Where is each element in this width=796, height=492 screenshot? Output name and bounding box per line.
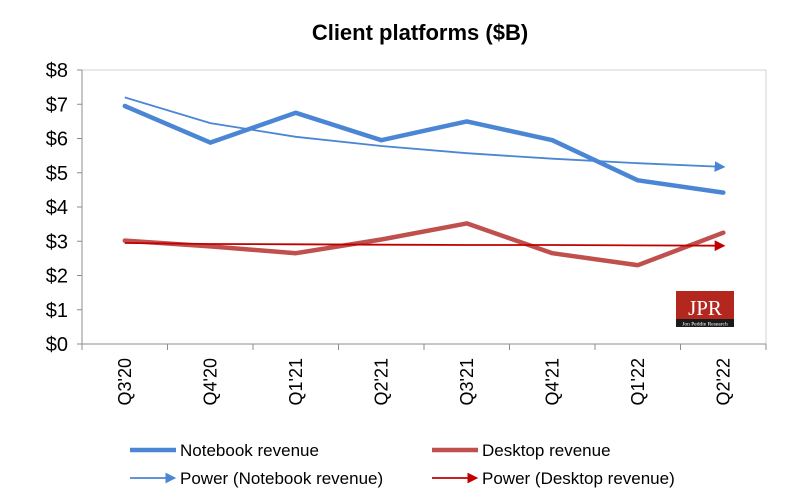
logo-text: JPR [688,296,722,320]
legend: Notebook revenue Desktop revenue Power (No… [130,441,675,488]
y-tick-label: $2 [46,266,68,288]
y-tick-label: $5 [46,163,68,185]
legend-label: Power (Desktop revenue) [482,469,675,488]
x-tick-label: Q1'21 [286,358,306,405]
y-tick-label: $6 [46,129,68,151]
x-tick-label: Q3'21 [457,358,477,405]
legend-label: Notebook revenue [180,441,319,460]
x-tick-label: Q4'20 [200,358,220,405]
logo-subtitle: Jon Peddie Research [682,322,728,328]
jpr-logo: JPR Jon Peddie Research [676,291,734,328]
y-tick-label: $8 [46,60,68,82]
y-tick-label: $4 [46,197,68,219]
x-tick-label: Q2'22 [713,358,733,405]
series-power-desktop-revenue [124,240,726,252]
series-desktop-revenue [122,221,726,268]
y-tick-label: $1 [46,300,68,322]
series-power-notebook-revenue [124,96,726,172]
x-tick-label: Q4'21 [542,358,562,405]
y-tick-label: $3 [46,231,68,253]
y-tick-label: $0 [46,334,68,356]
x-tick-label: Q1'22 [628,358,648,405]
legend-label: Power (Notebook revenue) [180,469,383,488]
legend-label: Desktop revenue [482,441,611,460]
logo-strip [676,319,734,327]
chart-title: Client platforms ($B) [312,20,528,45]
plot-border [81,69,767,345]
x-tick-label: Q2'21 [371,358,391,405]
y-tick-label: $7 [46,94,68,116]
plot-area: $0 $1 $2 $3 $4 $5 $6 $7 $8 Q3'20 Q4'20 Q1'21 Q2'21 Q3… [46,60,767,405]
x-tick-label: Q3'20 [115,358,135,405]
series-notebook-revenue [122,103,726,195]
